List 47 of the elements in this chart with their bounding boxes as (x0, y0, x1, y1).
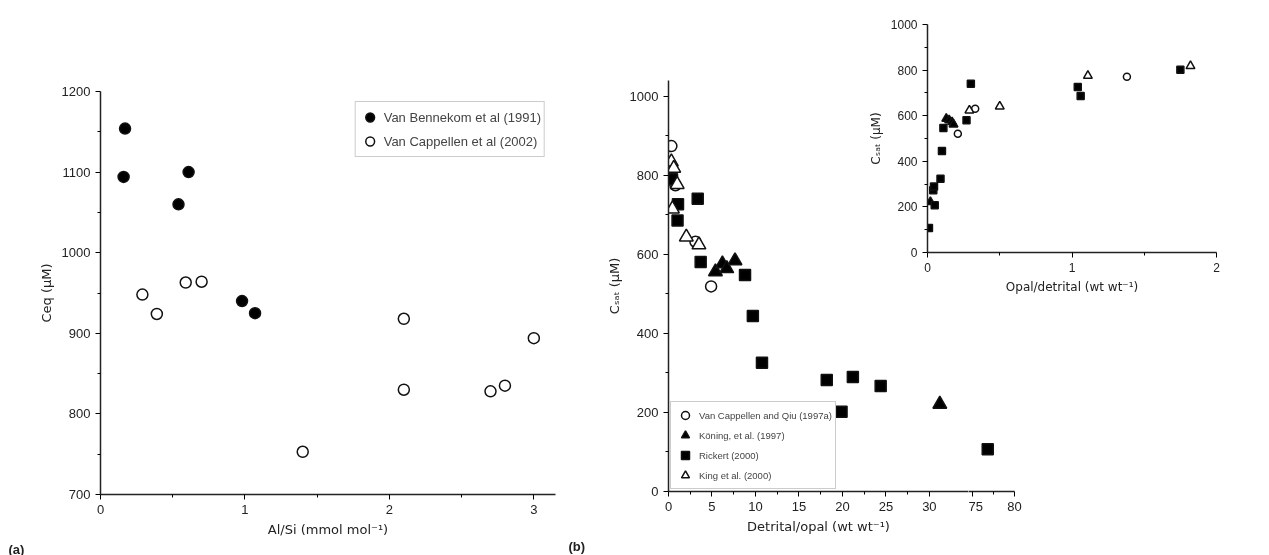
y-tick-label: 800 (897, 63, 918, 78)
legend-label: Köning, et al. (1997) (699, 428, 785, 442)
y-axis-title: Cₛₐₜ (μM) (868, 112, 883, 165)
y-tick-label: 400 (897, 154, 918, 169)
y-tick-label: 600 (897, 109, 918, 124)
x-tick-label: 80 (1007, 498, 1022, 514)
y-axis-title: Ceq (μM) (38, 263, 54, 323)
legend-label: King et al. (2000) (699, 468, 772, 482)
y-tick-label: 600 (636, 246, 659, 262)
x-tick-label: 2 (385, 501, 394, 517)
x-tick-label: 1 (241, 501, 249, 517)
y-tick-label: 700 (68, 487, 91, 502)
x-tick-label: 3 (530, 501, 538, 517)
y-tick-label: 1000 (629, 88, 659, 104)
y-tick-label: 1200 (61, 84, 91, 99)
legend-label: Van Cappellen and Qiu (1997a) (699, 408, 832, 422)
x-tick-label: 15 (791, 498, 807, 514)
x-tick-label: 1 (1068, 260, 1076, 275)
x-tick-label: 10 (748, 498, 763, 514)
x-axis-title: Opal/detrital (wt wt⁻¹) (1005, 279, 1139, 294)
x-axis-title: Al/Si (mmol mol⁻¹) (267, 521, 389, 537)
x-tick-label: 0 (924, 260, 932, 275)
x-axis-title: Detrital/opal (wt wt⁻¹) (747, 518, 890, 534)
text: (b) (568, 538, 586, 554)
legend-label: Rickert (2000) (699, 448, 759, 462)
x-tick-label: 20 (835, 498, 850, 514)
x-tick-label: 2 (1213, 260, 1221, 275)
legend-label: Van Bennekom et al (1991) (383, 109, 541, 125)
legend-label: Van Cappellen et al (2002) (383, 133, 538, 149)
y-tick-label: 400 (636, 325, 659, 341)
y-tick-label: 200 (897, 200, 918, 215)
y-axis-title: Cₛₐₜ (μM) (606, 257, 622, 315)
x-tick-label: 5 (708, 498, 716, 514)
y-tick-label: 800 (636, 167, 659, 183)
x-tick-label: 30 (922, 498, 937, 514)
y-tick-label: 900 (68, 325, 91, 341)
x-tick-label: 0 (96, 501, 105, 517)
y-tick-label: 1000 (890, 18, 918, 32)
x-tick-label: 0 (664, 498, 673, 514)
y-tick-label: 200 (636, 404, 659, 420)
y-tick-label: 0 (651, 484, 659, 499)
y-tick-label: 800 (68, 406, 91, 422)
y-tick-label: 1100 (62, 164, 91, 180)
x-tick-label: 25 (878, 498, 894, 514)
y-tick-label: 0 (910, 246, 918, 260)
y-tick-label: 1000 (61, 245, 91, 261)
x-tick-label: 75 (968, 498, 983, 514)
